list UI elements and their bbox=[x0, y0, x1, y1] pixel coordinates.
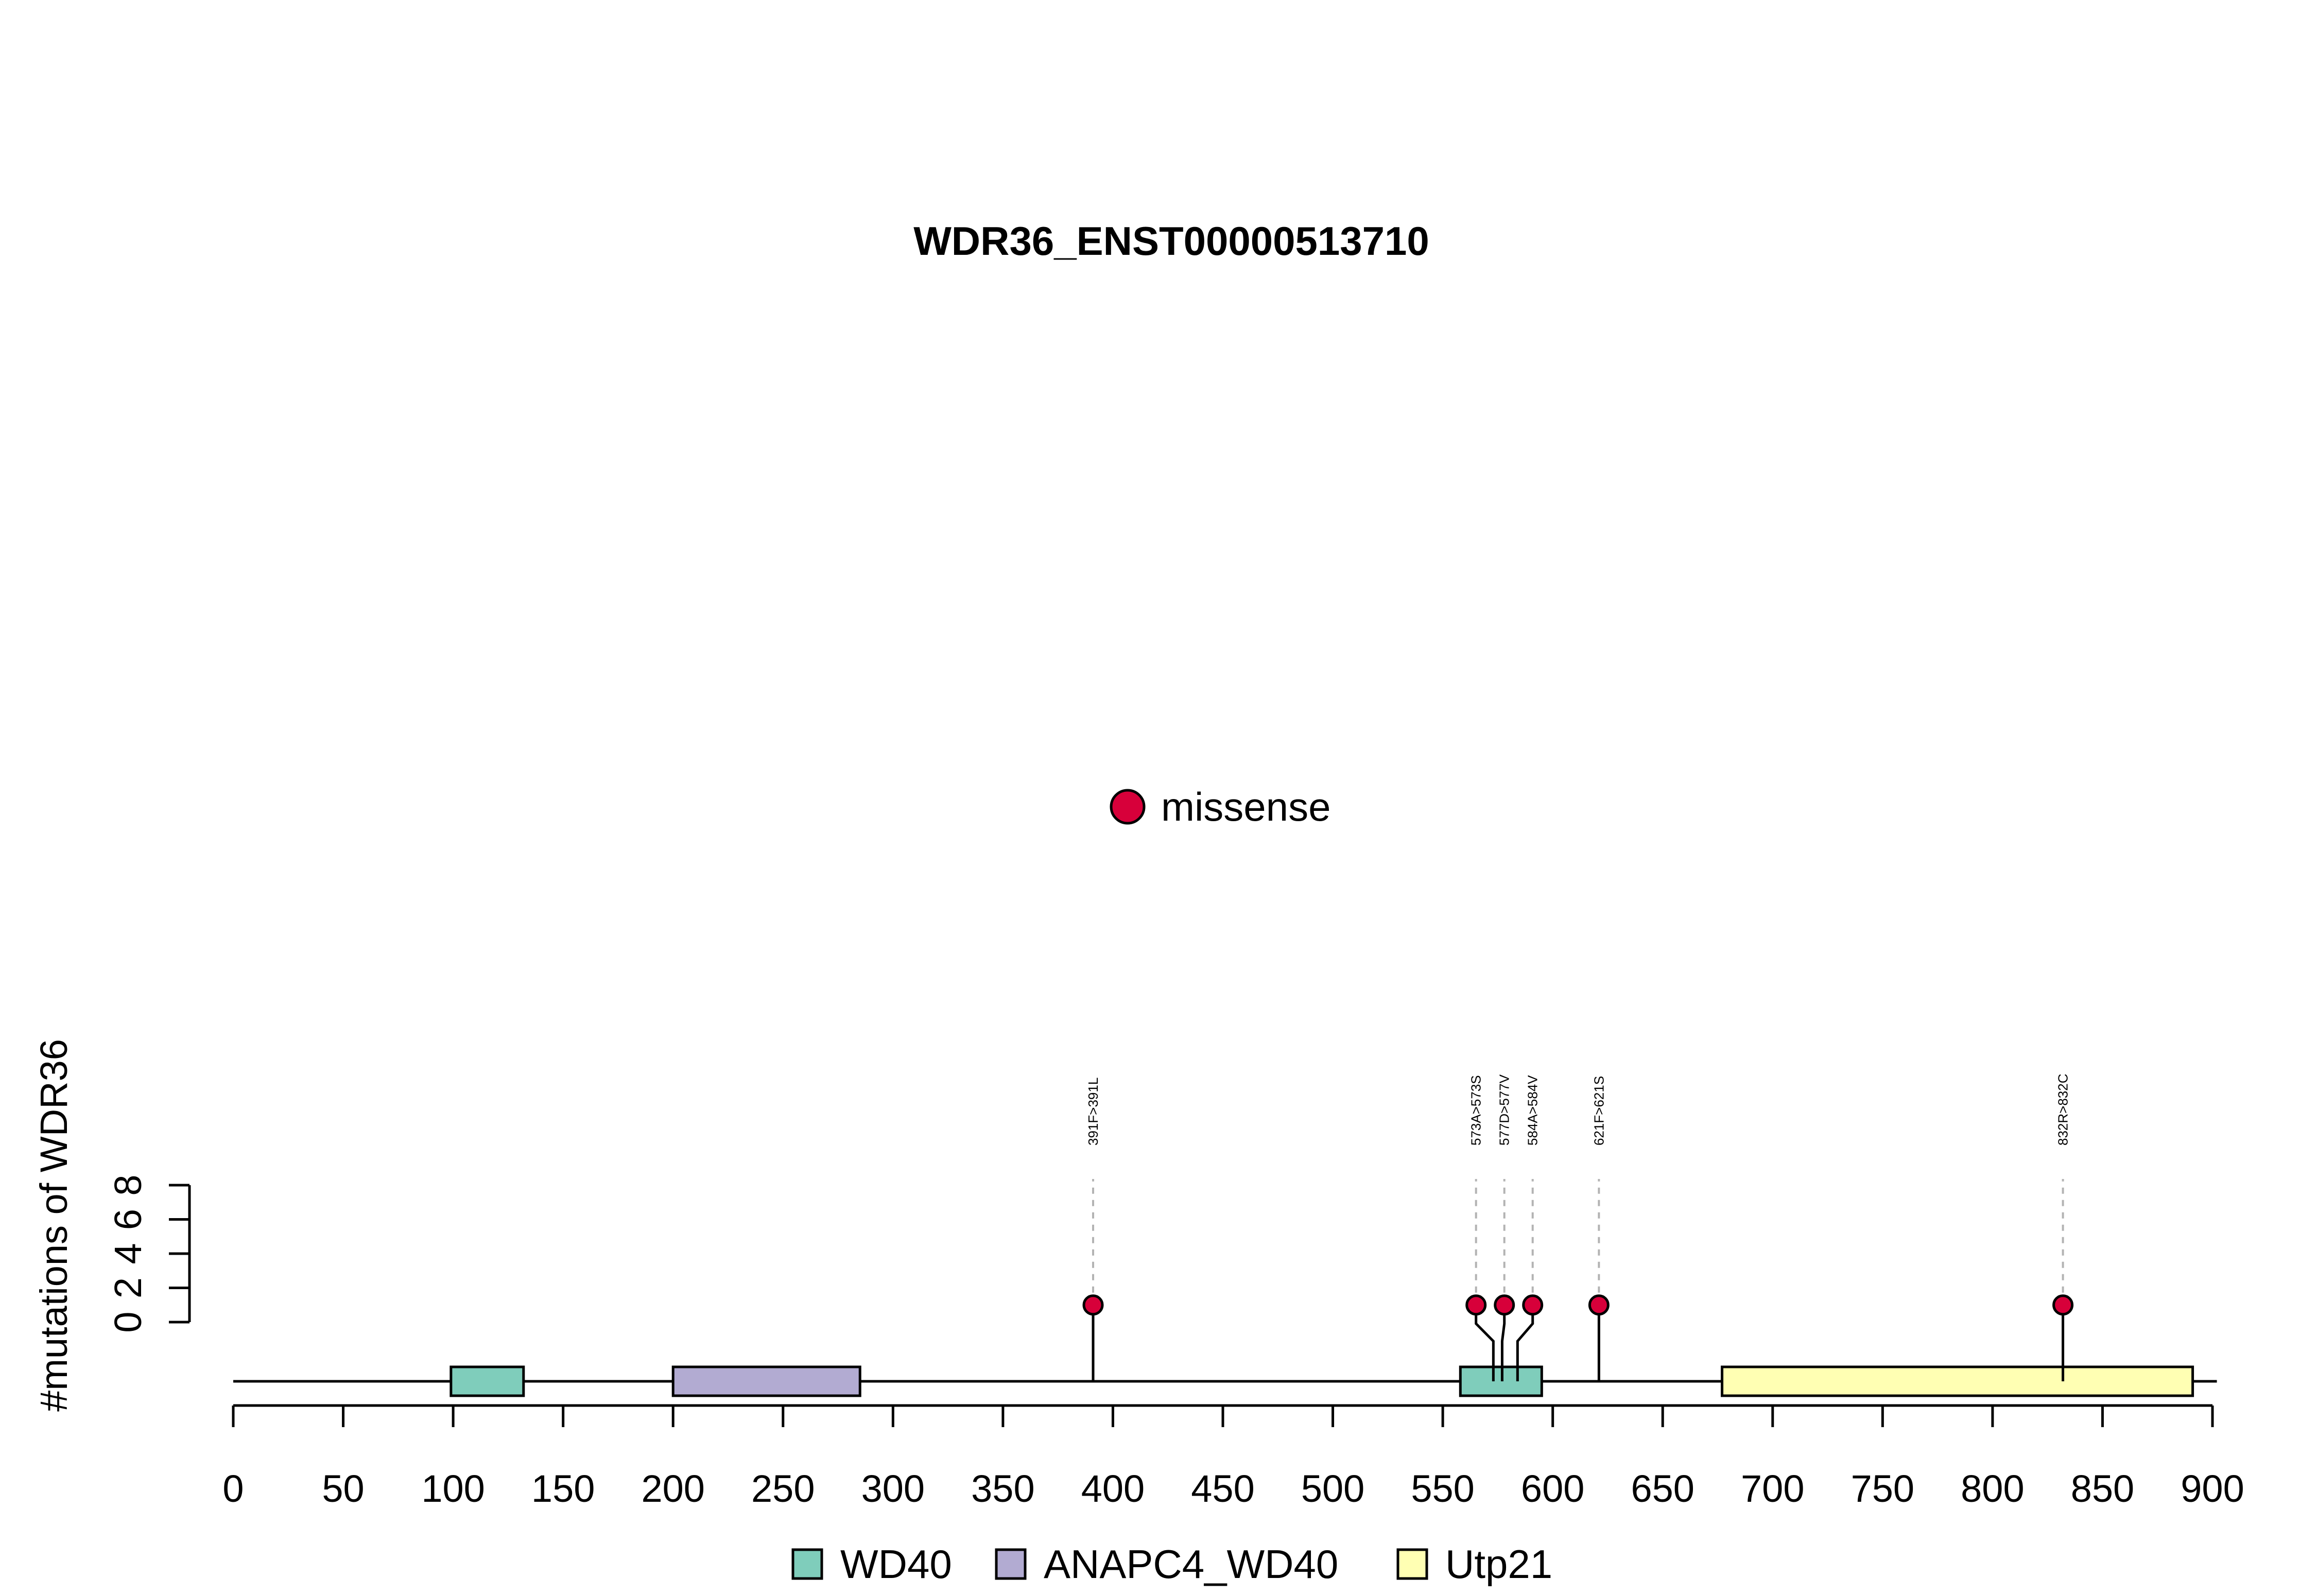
mutation-legend-marker bbox=[1110, 789, 1146, 825]
x-tick-label: 0 bbox=[222, 1467, 244, 1510]
mutation-dot bbox=[1522, 1294, 1544, 1316]
x-tick-label: 50 bbox=[322, 1467, 364, 1510]
y-tick-label: 2 bbox=[107, 1277, 149, 1298]
domain-box bbox=[1721, 1365, 2194, 1397]
x-tick-label: 750 bbox=[1851, 1467, 1914, 1510]
mutation-label: 577D>577V bbox=[1497, 1074, 1512, 1146]
domain-legend-swatch bbox=[1396, 1548, 1428, 1580]
x-tick-label: 650 bbox=[1631, 1467, 1694, 1510]
domain-legend-swatch bbox=[791, 1548, 823, 1580]
x-tick-label: 500 bbox=[1301, 1467, 1364, 1510]
x-tick-label: 800 bbox=[1961, 1467, 2024, 1510]
x-tick-label: 150 bbox=[531, 1467, 595, 1510]
domain-legend-label: Utp21 bbox=[1445, 1541, 1552, 1587]
domain-boxes bbox=[449, 1365, 2194, 1397]
y-axis: 0 2 4 6 8 bbox=[107, 1174, 191, 1333]
mutation-legend: missense bbox=[1110, 784, 1330, 829]
mutation-legend-label: missense bbox=[1161, 784, 1330, 829]
mutation-dot bbox=[1082, 1294, 1104, 1316]
domain-legend-label: ANAPC4_WD40 bbox=[1044, 1541, 1338, 1587]
x-tick-label: 900 bbox=[2181, 1467, 2244, 1510]
x-tick-label: 100 bbox=[421, 1467, 485, 1510]
domain-legend-swatch bbox=[995, 1548, 1027, 1580]
mutation-dot bbox=[2052, 1294, 2074, 1316]
mutation-dot bbox=[1494, 1294, 1515, 1316]
x-tick-label: 450 bbox=[1191, 1467, 1254, 1510]
x-tick-label: 200 bbox=[641, 1467, 704, 1510]
chart-title: WDR36_ENST00000513710 bbox=[913, 218, 1429, 264]
y-tick-label: 0 bbox=[107, 1311, 149, 1332]
y-tick-label: 6 bbox=[107, 1209, 149, 1230]
x-tick-label: 600 bbox=[1521, 1467, 1584, 1510]
x-tick-label: 250 bbox=[751, 1467, 815, 1510]
domain-box bbox=[449, 1365, 525, 1397]
domain-legend: WD40 ANAPC4_WD40 Utp21 bbox=[791, 1541, 1552, 1587]
mutation-lollipops: 391F>391L 573A>573S 577D>577V 584A>584V 621F… bbox=[1082, 1074, 2074, 1381]
x-tick-label: 550 bbox=[1411, 1467, 1474, 1510]
mutation-label: 584A>584V bbox=[1525, 1075, 1541, 1146]
y-tick-label: 8 bbox=[107, 1174, 149, 1195]
y-tick-label: 4 bbox=[107, 1243, 149, 1264]
mutation-dot bbox=[1465, 1294, 1487, 1316]
x-tick-label: 850 bbox=[2071, 1467, 2134, 1510]
mutation-label: 621F>621S bbox=[1591, 1076, 1606, 1146]
x-tick-label: 700 bbox=[1741, 1467, 1804, 1510]
domain-box bbox=[671, 1365, 861, 1397]
x-tick-label: 400 bbox=[1081, 1467, 1145, 1510]
x-axis: 0 50 100 150 200 250 300 350 400 450 500 550 600 650 7… bbox=[222, 1404, 2244, 1510]
mutation-label: 832R>832C bbox=[2055, 1074, 2071, 1146]
domain-legend-label: WD40 bbox=[840, 1541, 952, 1587]
y-axis-label: #mutations of WDR36 bbox=[32, 1039, 75, 1412]
x-tick-label: 350 bbox=[971, 1467, 1034, 1510]
mutation-label: 391F>391L bbox=[1085, 1078, 1101, 1146]
x-tick-label: 300 bbox=[861, 1467, 925, 1510]
mutation-dot bbox=[1588, 1294, 1610, 1316]
mutation-label: 573A>573S bbox=[1468, 1075, 1484, 1146]
